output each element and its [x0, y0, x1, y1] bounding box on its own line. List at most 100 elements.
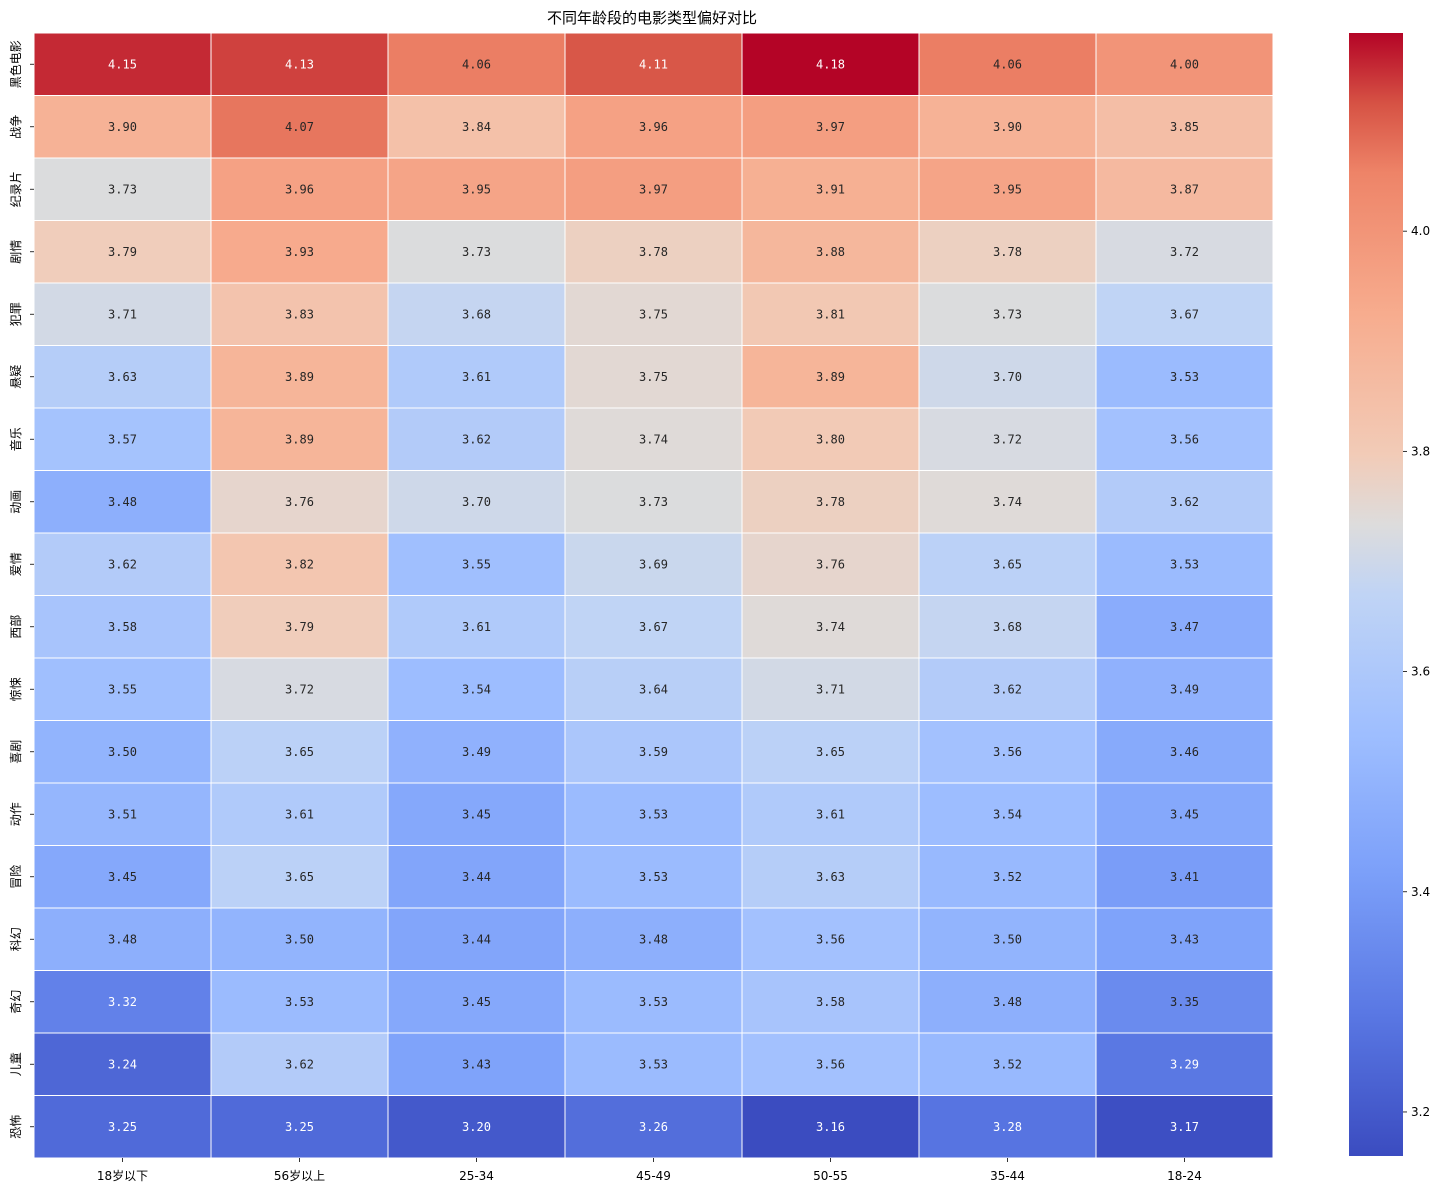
cell-value-label: 4.07 — [285, 120, 314, 134]
heatmap-cell — [741, 407, 920, 471]
y-tick-label: 喜剧 — [9, 740, 23, 764]
heatmap-cell — [918, 157, 1097, 221]
heatmap-cell — [33, 782, 212, 846]
cell-value-label: 3.47 — [1170, 620, 1199, 634]
cell-value-label: 3.48 — [108, 495, 137, 509]
cell-value-label: 3.63 — [108, 370, 137, 384]
cell-value-label: 3.97 — [639, 182, 668, 196]
cell-value-label: 3.53 — [1170, 370, 1199, 384]
heatmap-cell — [564, 345, 743, 409]
heatmap-cell — [1095, 782, 1274, 846]
cell-value-label: 3.61 — [285, 807, 314, 821]
heatmap-cell — [918, 907, 1097, 971]
heatmap-cell — [918, 220, 1097, 284]
cell-value-label: 3.89 — [816, 370, 845, 384]
heatmap-cell — [918, 970, 1097, 1034]
heatmap-cell — [210, 657, 389, 721]
cell-value-label: 3.74 — [816, 620, 845, 634]
y-tick-label: 惊悚 — [8, 677, 23, 701]
cell-value-label: 3.25 — [285, 1120, 314, 1134]
heatmap-cell — [210, 345, 389, 409]
heatmap-cell — [210, 157, 389, 221]
heatmap-cell — [33, 970, 212, 1034]
cell-value-label: 3.76 — [816, 557, 845, 571]
heatmap-cell — [741, 532, 920, 596]
heatmap-cell — [564, 595, 743, 659]
cell-value-label: 3.81 — [816, 307, 845, 321]
cell-value-label: 3.67 — [639, 620, 668, 634]
cell-value-label: 3.88 — [816, 245, 845, 259]
heatmap-cell — [33, 32, 212, 96]
cell-value-label: 3.50 — [108, 745, 137, 759]
colorbar-tick-label: 3.6 — [1411, 665, 1430, 679]
y-tick-label: 剧情 — [9, 240, 23, 264]
colorbar-tick-label: 3.2 — [1411, 1105, 1430, 1119]
cell-value-label: 3.95 — [462, 182, 491, 196]
cell-value-label: 3.61 — [462, 370, 491, 384]
cell-value-label: 3.16 — [816, 1120, 845, 1134]
y-tick-label: 黑色电影 — [9, 40, 23, 88]
chart-title: 不同年龄段的电影类型偏好对比 — [547, 9, 757, 27]
heatmap-cell — [387, 845, 566, 909]
cell-value-label: 3.90 — [993, 120, 1022, 134]
heatmap-cell — [564, 220, 743, 284]
cell-value-label: 3.73 — [462, 245, 491, 259]
cell-value-label: 3.72 — [1170, 245, 1199, 259]
heatmap-cell — [387, 32, 566, 96]
cell-value-label: 3.57 — [108, 432, 137, 446]
x-tick-label: 18岁以下 — [97, 1168, 148, 1183]
y-tick-label: 科幻 — [9, 927, 23, 951]
heatmap-cell — [33, 282, 212, 346]
y-tick-label: 动画 — [9, 490, 23, 514]
heatmap-cell — [387, 407, 566, 471]
cell-value-label: 3.87 — [1170, 182, 1199, 196]
cell-value-label: 3.44 — [462, 870, 491, 884]
cell-value-label: 3.76 — [285, 495, 314, 509]
heatmap-cell — [210, 782, 389, 846]
heatmap-cell — [564, 720, 743, 784]
cell-value-label: 3.61 — [816, 807, 845, 821]
heatmap-cell — [1095, 470, 1274, 534]
y-tick-label: 冒险 — [8, 865, 23, 889]
cell-value-label: 3.73 — [108, 182, 137, 196]
cell-value-label: 3.49 — [462, 745, 491, 759]
heatmap-cell — [387, 1032, 566, 1096]
heatmap-cell — [564, 907, 743, 971]
heatmap-cell — [918, 657, 1097, 721]
cell-value-label: 3.53 — [1170, 557, 1199, 571]
cell-value-label: 4.06 — [462, 57, 491, 71]
cell-value-label: 3.53 — [639, 807, 668, 821]
heatmap-cell — [564, 1032, 743, 1096]
cell-value-label: 3.91 — [816, 182, 845, 196]
cell-value-label: 3.45 — [108, 870, 137, 884]
cell-value-label: 3.72 — [993, 432, 1022, 446]
cell-value-label: 3.96 — [285, 182, 314, 196]
cell-value-label: 4.13 — [285, 57, 314, 71]
cell-value-label: 3.71 — [816, 682, 845, 696]
cell-value-label: 3.28 — [993, 1120, 1022, 1134]
cell-value-label: 3.65 — [285, 870, 314, 884]
cell-value-label: 4.18 — [816, 57, 845, 71]
heatmap-cell — [387, 345, 566, 409]
cell-value-label: 3.59 — [639, 745, 668, 759]
cell-value-label: 3.56 — [816, 932, 845, 946]
heatmap-cell — [387, 95, 566, 159]
heatmap-cell — [1095, 157, 1274, 221]
cell-value-label: 3.83 — [285, 307, 314, 321]
heatmap-cell — [387, 157, 566, 221]
heatmap-cell — [1095, 407, 1274, 471]
heatmap-cell — [741, 345, 920, 409]
cell-value-label: 3.73 — [639, 495, 668, 509]
cell-value-label: 3.90 — [108, 120, 137, 134]
cell-value-label: 3.75 — [639, 370, 668, 384]
x-tick-label: 35-44 — [990, 1169, 1025, 1183]
heatmap-cell — [210, 907, 389, 971]
x-tick-label: 45-49 — [636, 1169, 671, 1183]
cell-value-label: 3.53 — [639, 995, 668, 1009]
colorbar-tick-label: 4.0 — [1411, 224, 1430, 238]
cell-value-label: 3.65 — [993, 557, 1022, 571]
heatmap-cell — [741, 657, 920, 721]
heatmap-cell — [918, 1032, 1097, 1096]
heatmap-cell — [564, 157, 743, 221]
cell-value-label: 3.74 — [993, 495, 1022, 509]
